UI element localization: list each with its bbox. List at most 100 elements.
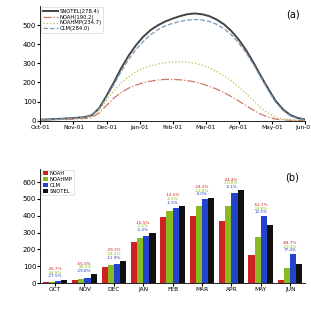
Text: -27.5%: -27.5% [48,274,63,278]
CLM(284.0) [274,100,277,104]
SNOTEL(278.4) [281,107,285,111]
Text: -16.5%: -16.5% [136,220,151,225]
CLM(284.0) [112,83,116,87]
Text: -48.1%: -48.1% [77,265,92,269]
NOAH(190.2) [185,79,189,82]
Bar [248,255,254,283]
Text: (a): (a) [286,10,299,20]
Bar [149,233,156,283]
NOAH(190.2) [142,81,145,85]
NOAHMP(234.7) [244,92,248,95]
Bar [278,280,284,283]
Text: 77.4%: 77.4% [284,248,296,252]
SNOTEL(278.4) [156,23,160,27]
NOAHMP(234.7) [274,115,277,119]
CLM(284.0) [39,118,42,122]
NOAH(190.2) [112,96,116,100]
NOAH(190.2) [266,115,270,119]
Line: SNOTEL(278.4): SNOTEL(278.4) [40,13,305,120]
Bar [261,216,267,283]
CLM(284.0) [75,116,79,120]
NOAH(190.2) [75,117,79,121]
SNOTEL(278.4) [163,20,167,23]
NOAH(190.2) [274,117,277,121]
NOAHMP(234.7) [53,118,57,121]
SNOTEL(278.4) [274,99,277,102]
NOAHMP(234.7) [119,81,123,85]
Bar [120,261,126,283]
CLM(284.0) [134,48,138,51]
CLM(284.0) [303,118,307,122]
NOAHMP(234.7) [215,70,219,73]
Text: -11.9%: -11.9% [107,256,121,260]
Text: 12.5%: 12.5% [254,210,267,214]
NOAH(190.2) [119,91,123,94]
NOAHMP(234.7) [207,66,211,70]
NOAH(190.2) [303,119,307,123]
CLM(284.0) [119,70,123,73]
Text: -5.1%: -5.1% [225,185,237,189]
CLM(284.0) [193,18,197,21]
SNOTEL(278.4) [266,87,270,91]
NOAHMP(234.7) [149,64,152,68]
CLM(284.0) [222,27,226,30]
NOAH(190.2) [288,118,292,122]
SNOTEL(278.4) [97,106,101,110]
Text: -44.9%: -44.9% [48,271,62,275]
NOAH(190.2) [200,82,204,86]
SNOTEL(278.4) [149,28,152,32]
SNOTEL(278.4) [237,38,241,41]
SNOTEL(278.4) [134,44,138,47]
SNOTEL(278.4) [288,113,292,117]
Legend: SNOTEL(278.4), NOAH(190.2), NOAHMP(234.7), CLM(284.0): SNOTEL(278.4), NOAH(190.2), NOAHMP(234.7… [41,7,103,33]
NOAH(190.2) [178,78,182,82]
NOAH(190.2) [134,83,138,87]
Bar [166,211,173,283]
NOAH(190.2) [68,117,72,121]
Line: NOAH(190.2): NOAH(190.2) [40,79,305,121]
NOAHMP(234.7) [171,60,174,64]
NOAHMP(234.7) [97,108,101,112]
SNOTEL(278.4) [171,17,174,21]
Bar [108,265,114,283]
NOAHMP(234.7) [104,99,108,102]
CLM(284.0) [171,21,174,25]
Bar [179,206,185,283]
NOAHMP(234.7) [134,70,138,74]
SNOTEL(278.4) [207,14,211,18]
NOAH(190.2) [244,104,248,108]
CLM(284.0) [288,114,292,118]
CLM(284.0) [200,18,204,22]
NOAH(190.2) [83,117,86,120]
Bar [78,279,85,283]
Text: -6.6%: -6.6% [167,197,179,201]
Bar [173,208,179,283]
CLM(284.0) [83,115,86,119]
CLM(284.0) [90,114,94,117]
CLM(284.0) [252,63,255,66]
Bar [143,235,149,283]
NOAHMP(234.7) [75,117,79,120]
CLM(284.0) [259,75,262,79]
Text: -34.4%: -34.4% [224,178,239,182]
NOAH(190.2) [230,95,233,99]
Text: -12.6%: -12.6% [195,188,209,193]
SNOTEL(278.4) [53,117,57,121]
Text: -24.8%: -24.8% [253,207,268,211]
NOAH(190.2) [215,87,219,91]
Text: -84.7%: -84.7% [283,241,297,245]
SNOTEL(278.4) [112,81,116,84]
NOAH(190.2) [39,118,42,122]
NOAH(190.2) [163,77,167,81]
NOAH(190.2) [61,118,64,121]
Bar [225,207,231,283]
NOAH(190.2) [90,116,94,119]
NOAHMP(234.7) [61,117,64,121]
SNOTEL(278.4) [193,12,197,15]
SNOTEL(278.4) [83,115,86,119]
Text: -26.7%: -26.7% [48,267,63,271]
SNOTEL(278.4) [39,118,42,122]
SNOTEL(278.4) [244,48,248,52]
Bar [91,274,97,283]
NOAHMP(234.7) [39,118,42,122]
